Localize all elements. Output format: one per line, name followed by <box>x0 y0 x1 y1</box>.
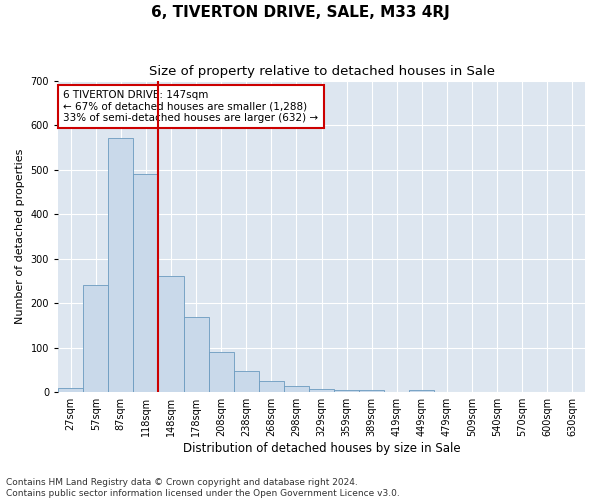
Bar <box>133 174 158 392</box>
Bar <box>83 286 108 392</box>
Bar <box>259 381 284 392</box>
Bar <box>359 390 384 392</box>
Bar <box>184 316 209 392</box>
Bar <box>284 386 309 392</box>
Text: 6 TIVERTON DRIVE: 147sqm
← 67% of detached houses are smaller (1,288)
33% of sem: 6 TIVERTON DRIVE: 147sqm ← 67% of detach… <box>64 90 319 123</box>
Text: 6, TIVERTON DRIVE, SALE, M33 4RJ: 6, TIVERTON DRIVE, SALE, M33 4RJ <box>151 5 449 20</box>
Bar <box>309 388 334 392</box>
Bar <box>234 372 259 392</box>
Bar <box>409 390 434 392</box>
Bar <box>158 276 184 392</box>
Bar <box>58 388 83 392</box>
Y-axis label: Number of detached properties: Number of detached properties <box>15 148 25 324</box>
Bar <box>209 352 234 392</box>
Bar <box>334 390 359 392</box>
Title: Size of property relative to detached houses in Sale: Size of property relative to detached ho… <box>149 65 494 78</box>
Text: Contains HM Land Registry data © Crown copyright and database right 2024.
Contai: Contains HM Land Registry data © Crown c… <box>6 478 400 498</box>
Bar <box>108 138 133 392</box>
X-axis label: Distribution of detached houses by size in Sale: Distribution of detached houses by size … <box>183 442 460 455</box>
